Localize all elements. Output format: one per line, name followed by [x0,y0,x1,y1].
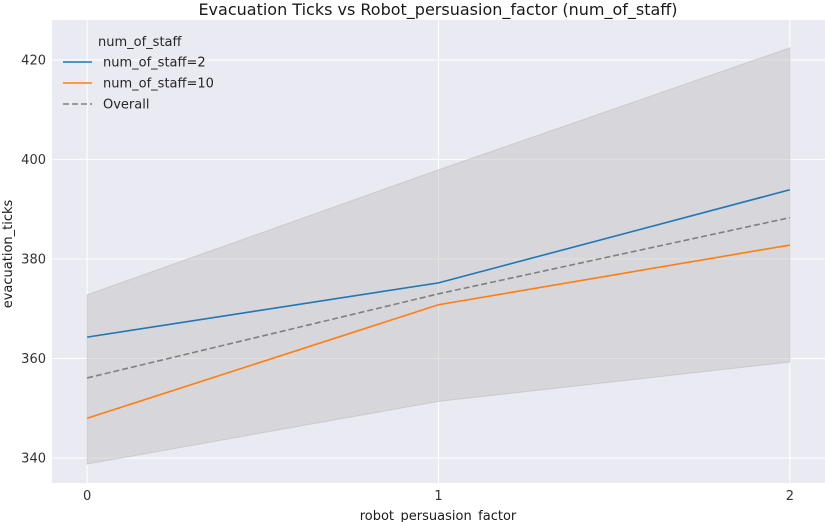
y-tick-label: 400 [21,153,46,168]
x-tick-label: 2 [786,489,794,504]
y-tick-label: 420 [21,53,46,68]
series-lines [86,188,791,420]
legend-title: num_of_staff [98,35,183,50]
legend: num_of_staff num_of_staff=2 num_of_staff=1… [63,35,214,113]
confidence-band [86,47,791,465]
y-tick-label: 380 [21,252,46,267]
y-tick-label: 360 [21,352,46,367]
chart-title: Evacuation Ticks vs Robot_persuasion_fac… [198,0,677,20]
x-tick-label: 1 [434,489,442,504]
series-line-1 [86,244,790,420]
x-axis-label: robot_persuasion_factor [360,509,517,522]
y-tick-label: 340 [21,452,46,467]
x-tick-label: 0 [83,489,91,504]
y-tick-labels: 340 360 380 400 420 [21,53,46,466]
legend-entry: Overall [103,98,149,113]
x-tick-labels: 0 1 2 [83,489,794,504]
series-line-2 [86,216,791,379]
legend-entry: num_of_staff=10 [103,77,214,92]
y-axis-label: evacuation_ticks [1,199,16,308]
series-line-0 [87,188,791,338]
legend-entry: num_of_staff=2 [103,56,206,71]
